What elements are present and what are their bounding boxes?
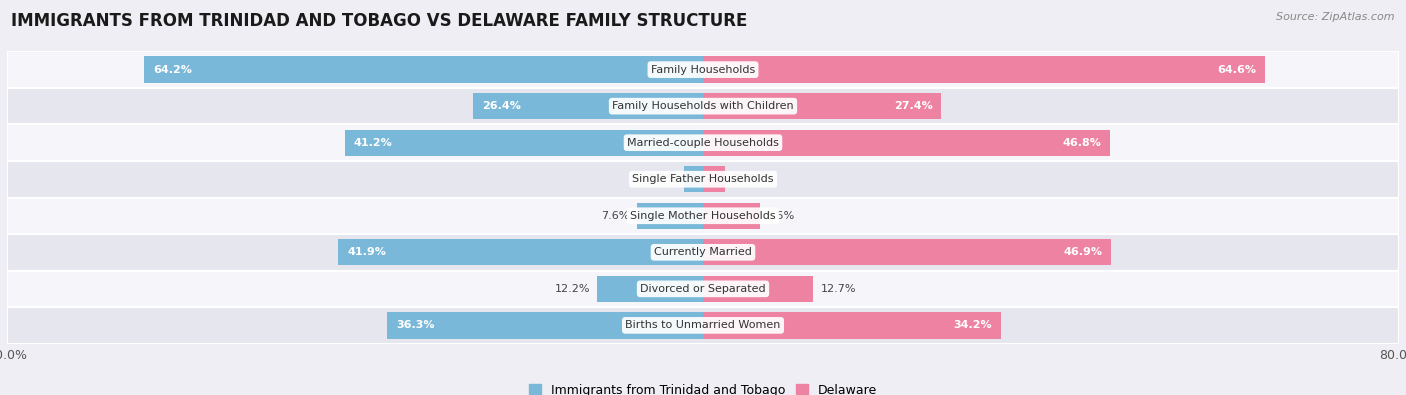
Bar <box>703 203 759 229</box>
Bar <box>7 198 1399 234</box>
Text: 2.5%: 2.5% <box>731 174 761 184</box>
Bar <box>703 56 1265 83</box>
Legend: Immigrants from Trinidad and Tobago, Delaware: Immigrants from Trinidad and Tobago, Del… <box>523 379 883 395</box>
Text: Single Mother Households: Single Mother Households <box>630 211 776 221</box>
Text: Divorced or Separated: Divorced or Separated <box>640 284 766 294</box>
Text: Source: ZipAtlas.com: Source: ZipAtlas.com <box>1277 12 1395 22</box>
Text: 6.5%: 6.5% <box>766 211 794 221</box>
Text: Currently Married: Currently Married <box>654 247 752 257</box>
Text: 7.6%: 7.6% <box>602 211 630 221</box>
Bar <box>387 312 703 339</box>
Bar <box>703 312 1001 339</box>
Text: 46.8%: 46.8% <box>1063 138 1101 148</box>
Bar <box>7 88 1399 124</box>
Bar <box>7 51 1399 88</box>
Text: Married-couple Households: Married-couple Households <box>627 138 779 148</box>
Text: Family Households: Family Households <box>651 65 755 75</box>
Text: IMMIGRANTS FROM TRINIDAD AND TOBAGO VS DELAWARE FAMILY STRUCTURE: IMMIGRANTS FROM TRINIDAD AND TOBAGO VS D… <box>11 12 748 30</box>
Bar <box>703 276 814 302</box>
Text: 41.2%: 41.2% <box>353 138 392 148</box>
Text: 27.4%: 27.4% <box>894 101 932 111</box>
Text: 64.2%: 64.2% <box>153 65 193 75</box>
Bar <box>598 276 703 302</box>
Text: 12.7%: 12.7% <box>821 284 856 294</box>
Bar <box>7 307 1399 344</box>
Bar <box>7 161 1399 198</box>
Text: 46.9%: 46.9% <box>1063 247 1102 257</box>
Bar <box>703 130 1111 156</box>
Bar <box>339 239 703 265</box>
Text: Family Households with Children: Family Households with Children <box>612 101 794 111</box>
Bar <box>703 166 724 192</box>
Bar <box>344 130 703 156</box>
Text: 64.6%: 64.6% <box>1218 65 1257 75</box>
Bar <box>703 93 942 119</box>
Text: 26.4%: 26.4% <box>482 101 520 111</box>
Bar <box>7 271 1399 307</box>
Text: 36.3%: 36.3% <box>396 320 434 330</box>
Text: Births to Unmarried Women: Births to Unmarried Women <box>626 320 780 330</box>
Bar <box>703 239 1111 265</box>
Text: Single Father Households: Single Father Households <box>633 174 773 184</box>
Bar <box>145 56 703 83</box>
Text: 34.2%: 34.2% <box>953 320 991 330</box>
Bar <box>474 93 703 119</box>
Text: 2.2%: 2.2% <box>648 174 676 184</box>
Text: 41.9%: 41.9% <box>347 247 387 257</box>
Bar <box>683 166 703 192</box>
Text: 12.2%: 12.2% <box>554 284 591 294</box>
Bar <box>7 124 1399 161</box>
Bar <box>637 203 703 229</box>
Bar <box>7 234 1399 271</box>
